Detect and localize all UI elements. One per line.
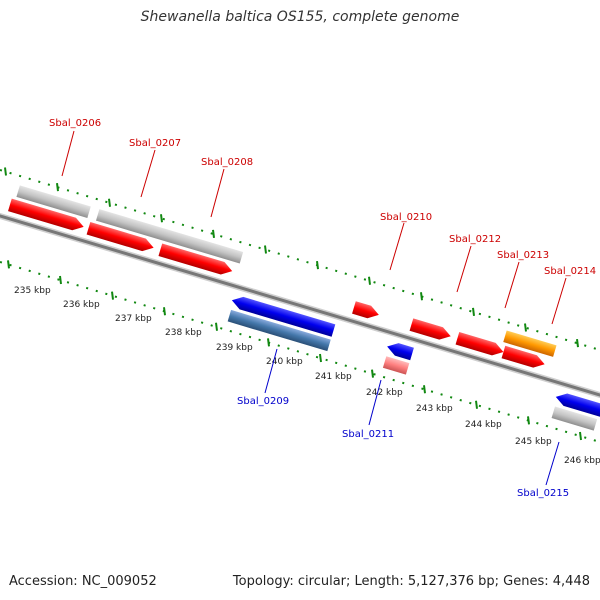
forward-ruler-tick xyxy=(56,182,59,192)
tick-label-235: 235 kbp xyxy=(14,286,51,296)
gene-label-Sbal_0210[interactable]: Sbal_0210 xyxy=(380,212,432,223)
leader-line xyxy=(456,245,472,293)
tick-label-242: 242 kbp xyxy=(366,388,403,398)
leader-line xyxy=(210,168,225,218)
tick-label-243: 243 kbp xyxy=(416,404,453,414)
forward-ruler-tick xyxy=(4,167,7,176)
feature-block[interactable] xyxy=(95,209,244,264)
gene-label-Sbal_0207[interactable]: Sbal_0207 xyxy=(129,138,181,149)
ruler-tick-labels: 235 kbp 236 kbp 237 kbp 238 kbp 239 kbp … xyxy=(14,286,600,466)
reverse-ruler-tick xyxy=(371,369,374,378)
tick-label-237: 237 kbp xyxy=(115,314,152,324)
reverse-feature-track xyxy=(227,309,598,431)
gene-label-Sbal_0206[interactable]: Sbal_0206 xyxy=(49,118,101,129)
gene-label-Sbal_0213[interactable]: Sbal_0213 xyxy=(497,250,549,261)
gene-label-Sbal_0209[interactable]: Sbal_0209 xyxy=(237,396,289,407)
topology-text: Topology: circular; Length: 5,127,376 bp… xyxy=(232,574,590,589)
tick-label-241: 241 kbp xyxy=(315,372,352,382)
feature-block-orange[interactable] xyxy=(503,330,557,357)
forward-ruler-tick xyxy=(316,260,319,270)
reverse-ruler-tick xyxy=(215,322,218,331)
tick-label-239: 239 kbp xyxy=(216,343,253,353)
feature-block[interactable] xyxy=(551,406,598,431)
gene-arrow-Sbal_0211[interactable] xyxy=(385,340,414,361)
map-title: Shewanella baltica OS155, complete genom… xyxy=(140,9,460,25)
forward-gene-labels: Sbal_0206 Sbal_0207 Sbal_0208 Sbal_0210 … xyxy=(49,118,596,325)
forward-ruler-tick xyxy=(524,323,527,332)
reverse-ruler-tick xyxy=(267,338,270,347)
gene-arrow-Sbal_0208[interactable] xyxy=(158,243,234,277)
forward-ruler-tick xyxy=(368,276,371,285)
forward-cds-track[interactable] xyxy=(8,198,547,371)
gene-arrow-Sbal_0215[interactable] xyxy=(554,391,600,418)
forward-ruler-tick xyxy=(264,245,267,254)
reverse-ruler-tick xyxy=(163,307,166,316)
leader-line xyxy=(61,130,75,177)
tick-label-246: 246 kbp xyxy=(564,456,600,466)
feature-block-pink[interactable] xyxy=(382,356,410,375)
tick-label-238: 238 kbp xyxy=(165,328,202,338)
forward-ruler-tick xyxy=(472,307,475,317)
gene-arrow-Sbal_0207[interactable] xyxy=(86,222,156,254)
ruler-ticks xyxy=(4,167,582,441)
backbone-line xyxy=(0,212,600,399)
leader-line xyxy=(140,149,156,198)
reverse-cds-track[interactable] xyxy=(230,294,600,418)
reverse-ruler-tick xyxy=(59,275,62,285)
accession-text: Accession: NC_009052 xyxy=(9,574,157,589)
reverse-ruler-tick xyxy=(423,385,426,394)
gene-label-Sbal_0212[interactable]: Sbal_0212 xyxy=(449,234,501,245)
forward-ruler-tick xyxy=(108,198,111,207)
leader-line xyxy=(504,261,520,309)
feature-block[interactable] xyxy=(16,185,91,219)
leader-line xyxy=(368,379,382,426)
reverse-ruler-tick xyxy=(319,353,322,363)
gene-label-Sbal_0215[interactable]: Sbal_0215 xyxy=(517,488,569,499)
gene-label-Sbal_0214[interactable]: Sbal_0214 xyxy=(544,266,596,277)
gene-arrow-Sbal_0209[interactable] xyxy=(230,294,336,337)
forward-ruler-tick xyxy=(212,229,215,239)
gene-label-Sbal_0208[interactable]: Sbal_0208 xyxy=(201,157,253,168)
gene-arrow-Sbal_0214[interactable] xyxy=(501,345,547,371)
leader-line xyxy=(389,222,405,271)
forward-ruler-tick xyxy=(160,214,163,223)
tick-label-244: 244 kbp xyxy=(465,420,502,430)
tick-label-245: 245 kbp xyxy=(515,437,552,447)
tick-label-236: 236 kbp xyxy=(63,300,100,310)
reverse-gene-labels: Sbal_0209 Sbal_0211 Sbal_0215 xyxy=(237,348,569,499)
reverse-ruler-tick xyxy=(111,291,114,300)
tick-label-240: 240 kbp xyxy=(266,357,303,367)
gene-label-Sbal_0211[interactable]: Sbal_0211 xyxy=(342,429,394,440)
gene-arrow-Sbal_0212[interactable] xyxy=(409,318,453,342)
leader-line xyxy=(264,348,278,394)
forward-ruler-tick xyxy=(576,338,579,348)
gene-arrow-Sbal_0206[interactable] xyxy=(8,198,86,233)
forward-ruler-tick xyxy=(420,292,423,301)
forward-feature-track xyxy=(16,185,557,357)
gene-arrow-Sbal_0213[interactable] xyxy=(455,332,506,358)
reverse-ruler-tick xyxy=(475,400,478,409)
reverse-ruler-tick xyxy=(579,431,582,441)
gene-arrow-Sbal_0210[interactable] xyxy=(352,301,381,321)
feature-block-steelblue[interactable] xyxy=(227,309,331,352)
leader-line xyxy=(545,441,560,486)
reverse-ruler-tick xyxy=(527,416,530,425)
leader-line xyxy=(551,277,567,325)
reverse-ruler-tick xyxy=(7,260,10,269)
